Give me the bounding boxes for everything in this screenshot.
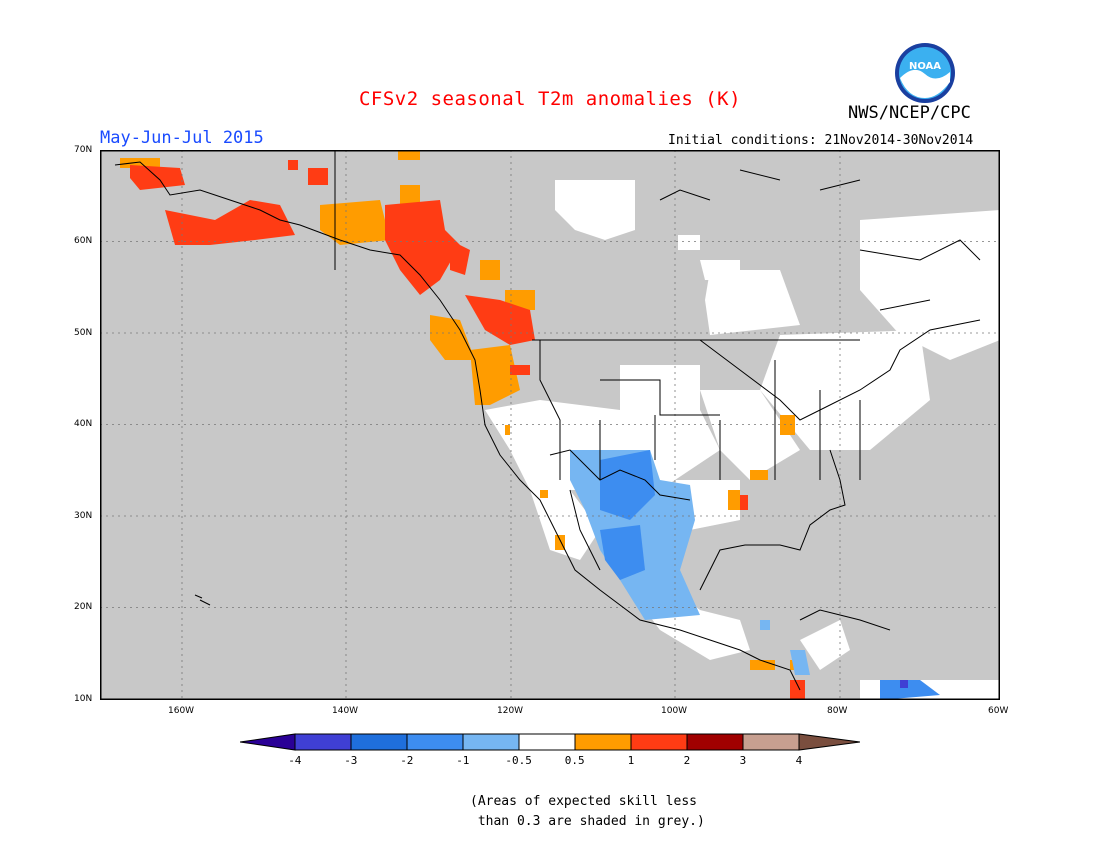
legend-tick-label: -4 xyxy=(288,754,302,767)
lat-label-20n: 20N xyxy=(74,602,93,612)
color-legend xyxy=(240,733,860,751)
lon-label-80w: 80W xyxy=(827,706,848,716)
lat-label-60n: 60N xyxy=(74,236,93,246)
legend-arrow-high xyxy=(798,733,860,751)
legend-arrow-low xyxy=(240,733,296,751)
map-title: CFSv2 seasonal T2m anomalies (K) xyxy=(358,88,742,110)
lat-label-40n: 40N xyxy=(74,419,93,429)
lat-label-30n: 30N xyxy=(74,511,93,521)
lon-label-60w: 60W xyxy=(988,706,1009,716)
lon-label-120w: 120W xyxy=(497,706,524,716)
coastlines xyxy=(114,150,981,691)
legend-swatch xyxy=(462,733,520,751)
legend-swatch xyxy=(350,733,408,751)
legend-swatch xyxy=(686,733,744,751)
legend-tick-label: -1 xyxy=(456,754,470,767)
agency-label: NWS/NCEP/CPC xyxy=(848,103,971,123)
lat-label-50n: 50N xyxy=(74,328,93,338)
legend-swatch xyxy=(406,733,464,751)
lon-label-100w: 100W xyxy=(661,706,688,716)
noaa-logo: NOAA xyxy=(894,42,956,104)
lat-label-10n: 10N xyxy=(74,694,93,704)
legend-tick-label: 3 xyxy=(739,754,747,767)
legend-swatch xyxy=(630,733,688,751)
legend-tick-label: 2 xyxy=(683,754,691,767)
hot-anomaly-regions xyxy=(130,160,805,700)
initial-conditions: Initial conditions: 21Nov2014-30Nov2014 xyxy=(668,133,974,148)
legend-swatch xyxy=(294,733,352,751)
legend-tick-label: -0.5 xyxy=(505,754,532,767)
legend-swatch xyxy=(518,733,576,751)
cool-anomaly-regions xyxy=(570,450,940,700)
lon-label-160w: 160W xyxy=(168,706,195,716)
lat-label-70n: 70N xyxy=(74,145,93,155)
legend-swatch xyxy=(742,733,800,751)
svg-text:NOAA: NOAA xyxy=(909,61,941,72)
legend-tick-label: 1 xyxy=(627,754,635,767)
forecast-period: May-Jun-Jul 2015 xyxy=(100,128,264,148)
lon-label-140w: 140W xyxy=(332,706,359,716)
skill-note: (Areas of expected skill less than 0.3 a… xyxy=(470,794,705,829)
legend-tick-label: 4 xyxy=(795,754,803,767)
legend-tick-label: -2 xyxy=(400,754,414,767)
anomaly-map xyxy=(100,150,1000,700)
map-frame xyxy=(100,150,1000,700)
legend-tick-label: -3 xyxy=(344,754,358,767)
legend-tick-label: 0.5 xyxy=(564,754,585,767)
legend-swatch xyxy=(574,733,632,751)
